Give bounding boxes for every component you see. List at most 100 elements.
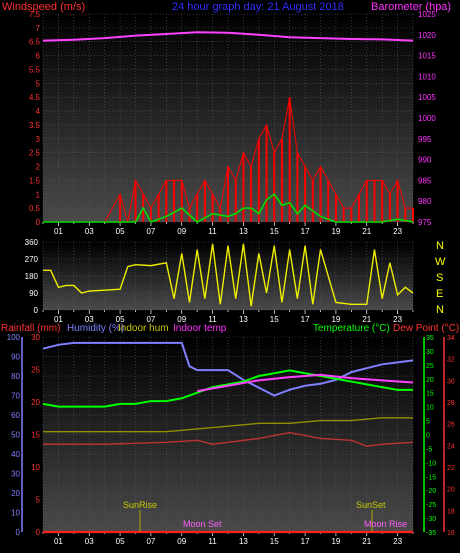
dewpoint-tick-label: 30 <box>447 378 455 385</box>
moonset-label: Moon Set <box>183 519 222 529</box>
sunrise-label: SunRise <box>123 500 157 510</box>
rainfall-tick-label: 30 <box>31 333 40 342</box>
wind-direction-line <box>43 243 414 307</box>
x-tick-label: 13 <box>239 227 248 236</box>
indoor-temp-title: Indoor temp <box>173 323 227 334</box>
x-tick-label: 21 <box>362 315 371 324</box>
x-tick-label: 09 <box>177 537 186 546</box>
x-tick-label: 05 <box>116 537 125 546</box>
direction-tick-label: 180 <box>25 272 39 281</box>
barometer-tick-label: 985 <box>418 176 432 185</box>
compass-w: W <box>435 256 446 268</box>
humidity-tick-label: 20 <box>11 489 20 498</box>
indoor-hum-line <box>43 431 414 447</box>
dew-point-line <box>196 373 414 393</box>
sun-moon-annotations: SunRise SunSet Moon Set Moon Rise <box>123 500 407 532</box>
x-tick-label: 19 <box>331 315 340 324</box>
wind-tick-label: 3 <box>36 135 41 144</box>
barometer-tick-label: 1025 <box>418 10 436 19</box>
barometer-tick-label: 975 <box>418 218 432 227</box>
dewpoint-tick-label: 22 <box>447 465 455 472</box>
x-tick-label: 19 <box>331 227 340 236</box>
indoor-hum-title: Indoor hum <box>118 323 169 334</box>
x-tick-label: 07 <box>146 227 155 236</box>
temperature-tick-label: -15 <box>426 474 436 481</box>
wind-tick-label: 1.5 <box>29 176 41 185</box>
wind-tick-label: 6 <box>36 52 41 61</box>
compass-s: S <box>436 272 443 284</box>
indoor-temp-line <box>43 417 413 433</box>
dewpoint-tick-label: 34 <box>447 335 455 342</box>
humidity-tick-label: 40 <box>11 450 20 459</box>
wind-tick-label: 2.5 <box>29 149 41 158</box>
barometer-tick-label: 1020 <box>418 31 436 40</box>
temperature-title: Temperature (°C) <box>313 323 390 334</box>
rainfall-tick-label: 15 <box>31 431 40 440</box>
temperature-tick-label: 15 <box>426 391 434 398</box>
dewpoint-tick-label: 26 <box>447 422 455 429</box>
rainfall-tick-label: 20 <box>31 398 40 407</box>
x-tick-label: 05 <box>116 227 125 236</box>
barometer-title: Barometer (hpa) <box>371 1 451 13</box>
x-tick-label: 09 <box>177 227 186 236</box>
temperature-tick-label: -5 <box>426 446 432 453</box>
temperature-tick-label: 5 <box>426 419 430 426</box>
x-tick-label: 17 <box>301 537 310 546</box>
wind-tick-label: 3.5 <box>29 121 41 130</box>
wind-tick-label: 0 <box>36 218 41 227</box>
x-tick-label: 21 <box>362 537 371 546</box>
temperature-tick-label: -10 <box>426 460 436 467</box>
wind-tick-label: 5.5 <box>29 65 41 74</box>
x-tick-label: 03 <box>85 537 94 546</box>
temperature-tick-label: 30 <box>426 349 434 356</box>
wind-tick-label: 2 <box>36 163 41 172</box>
direction-tick-label: 270 <box>25 255 39 264</box>
x-tick-label: 23 <box>393 315 402 324</box>
grid-lines <box>42 13 414 533</box>
series-layer <box>42 31 414 534</box>
x-tick-label: 17 <box>301 227 310 236</box>
temperature-tick-label: -20 <box>426 488 436 495</box>
x-tick-label: 11 <box>208 537 217 546</box>
humidity-tick-label: 90 <box>11 353 20 362</box>
x-tick-label: 17 <box>301 315 310 324</box>
wind-tick-label: 4.5 <box>29 93 41 102</box>
humidity-tick-label: 100 <box>7 333 21 342</box>
x-tick-label: 01 <box>54 537 63 546</box>
sunset-label: SunSet <box>356 500 386 510</box>
rainfall-tick-label: 0 <box>36 528 41 537</box>
temperature-tick-label: -25 <box>426 502 436 509</box>
barometer-tick-label: 995 <box>418 135 432 144</box>
wind-tick-label: 4 <box>36 107 41 116</box>
dewpoint-tick-label: 20 <box>447 487 455 494</box>
barometer-line <box>42 31 414 42</box>
humidity-tick-label: 0 <box>16 528 21 537</box>
x-tick-label: 21 <box>362 227 371 236</box>
direction-tick-label: 0 <box>34 306 39 315</box>
barometer-tick-label: 980 <box>418 197 432 206</box>
x-tick-label: 13 <box>239 315 248 324</box>
temperature-tick-label: -35 <box>426 530 436 537</box>
x-tick-label: 01 <box>54 315 63 324</box>
wind-tick-label: 1 <box>36 190 41 199</box>
humidity-tick-label: 30 <box>11 470 20 479</box>
direction-tick-label: 90 <box>29 289 38 298</box>
rainfall-tick-label: 10 <box>31 463 40 472</box>
dewpoint-title: Dew Point (°C) <box>393 323 459 334</box>
x-tick-label: 23 <box>393 227 402 236</box>
temperature-tick-label: 10 <box>426 405 434 412</box>
compass-n-top: N <box>436 240 444 252</box>
rainfall-tick-label: 5 <box>36 496 41 505</box>
avg_wind-line <box>43 193 414 223</box>
graph-title: 24 hour graph day: 21 August 2018 <box>172 1 344 13</box>
windspeed-title: Windspeed (m/s) <box>2 1 85 13</box>
temperature-tick-label: 20 <box>426 377 434 384</box>
rainfall-tick-label: 25 <box>31 366 40 375</box>
x-tick-label: 03 <box>85 315 94 324</box>
x-tick-label: 15 <box>270 537 279 546</box>
temperature-tick-label: 0 <box>426 433 430 440</box>
dewpoint-tick-label: 32 <box>447 357 455 364</box>
x-tick-label: 07 <box>146 315 155 324</box>
moonrise-label: Moon Rise <box>364 519 407 529</box>
